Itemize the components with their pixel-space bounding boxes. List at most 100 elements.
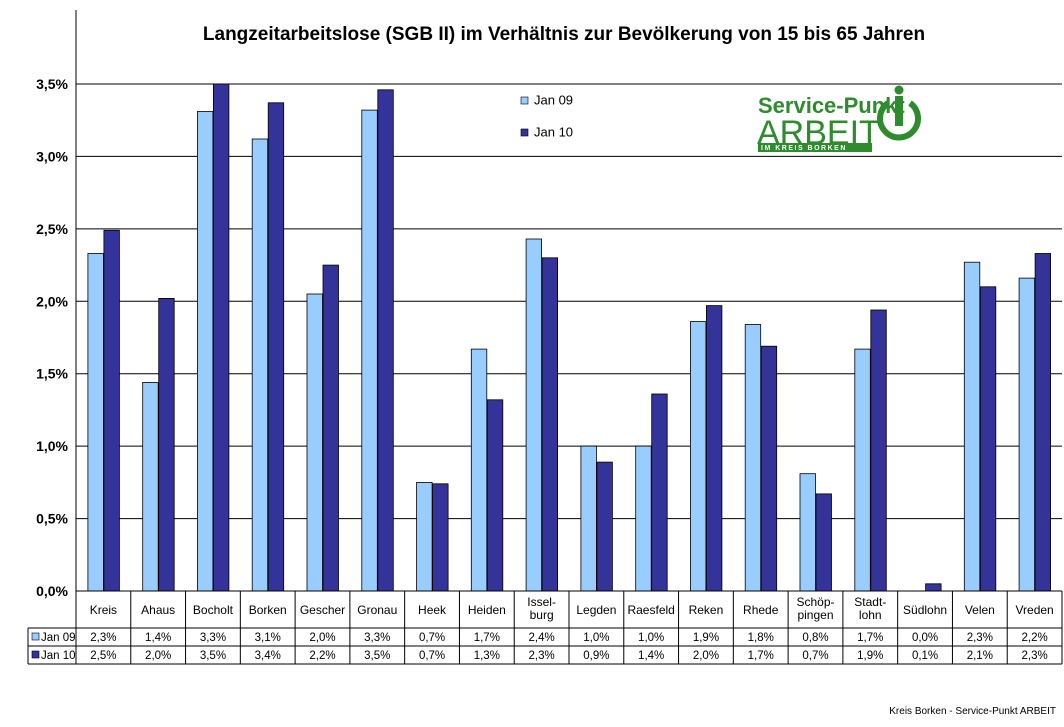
bar-jan-09 bbox=[635, 445, 652, 592]
logo-banner bbox=[758, 143, 872, 152]
chart-title: Langzeitarbeitslose (SGB II) im Verhältn… bbox=[203, 24, 925, 45]
y-tick-label: 1,5% bbox=[36, 366, 68, 382]
bar-jan-09 bbox=[142, 381, 159, 592]
service-punkt-logo: Service-Punkt ARBEIT IM KREIS BORKEN bbox=[757, 85, 921, 152]
bar-jan-09 bbox=[525, 238, 542, 592]
legend-label: Jan 09 bbox=[534, 93, 573, 108]
legend-key bbox=[520, 128, 529, 137]
y-tick-label: 0,5% bbox=[36, 511, 68, 527]
power-icon bbox=[877, 85, 921, 141]
data-label: 1,4% bbox=[638, 650, 664, 662]
data-label: 2,2% bbox=[309, 650, 335, 662]
bar-jan-10 bbox=[267, 102, 285, 592]
data-label: 0,1% bbox=[912, 650, 938, 662]
x-tick-label: Stadt-lohn bbox=[854, 595, 886, 622]
bar-jan-09 bbox=[470, 348, 488, 592]
bar-jan-10 bbox=[322, 264, 339, 592]
data-label: 0,7% bbox=[802, 650, 828, 662]
data-label: 0,0% bbox=[912, 632, 938, 644]
x-tick-label: Kreis bbox=[90, 603, 117, 617]
data-label: 2,5% bbox=[90, 650, 116, 662]
bar-jan-09 bbox=[251, 138, 269, 592]
data-label: 2,4% bbox=[529, 632, 555, 644]
data-label: 1,0% bbox=[638, 632, 664, 644]
bar-jan-09 bbox=[580, 445, 597, 592]
bar-jan-10 bbox=[541, 257, 558, 592]
y-tick-label: 3,5% bbox=[36, 76, 68, 92]
x-tick-label: Südlohn bbox=[903, 603, 947, 617]
bar-jan-10 bbox=[1034, 253, 1051, 592]
data-label: 2,0% bbox=[145, 650, 171, 662]
y-tick-label: 2,0% bbox=[36, 293, 68, 309]
bar-jan-09 bbox=[87, 253, 104, 592]
bar-jan-09 bbox=[744, 324, 762, 592]
bar-jan-09 bbox=[854, 348, 871, 592]
table-legend-key bbox=[31, 650, 40, 659]
x-tick-label: Borken bbox=[249, 603, 287, 617]
bar-jan-09 bbox=[799, 473, 816, 592]
data-label: 3,3% bbox=[200, 632, 226, 644]
x-tick-label: Heiden bbox=[468, 603, 506, 617]
data-label: 2,0% bbox=[693, 650, 719, 662]
data-label: 1,3% bbox=[474, 650, 500, 662]
footer-text: Kreis Borken - Service-Punkt ARBEIT bbox=[889, 706, 1056, 717]
data-label: 1,9% bbox=[693, 632, 719, 644]
x-tick-label: Gescher bbox=[300, 603, 345, 617]
bar-jan-09 bbox=[306, 293, 323, 592]
x-tick-label: Issel-burg bbox=[527, 595, 556, 622]
bar-jan-09 bbox=[196, 111, 214, 592]
legend-label: Jan 10 bbox=[534, 125, 573, 140]
data-label: 2,3% bbox=[90, 632, 116, 644]
bar-jan-10 bbox=[432, 483, 449, 592]
y-tick-label: 1,0% bbox=[36, 438, 68, 454]
data-label: 3,5% bbox=[364, 650, 390, 662]
legend-key bbox=[520, 96, 529, 105]
data-label: 3,4% bbox=[255, 650, 281, 662]
bar-jan-10 bbox=[706, 305, 723, 592]
bar-jan-09 bbox=[1018, 277, 1035, 592]
data-label: 0,8% bbox=[802, 632, 828, 644]
data-label: 1,4% bbox=[145, 632, 171, 644]
data-label: 3,1% bbox=[255, 632, 281, 644]
data-label: 2,3% bbox=[1022, 650, 1048, 662]
x-tick-label: Heek bbox=[418, 603, 447, 617]
bars bbox=[87, 83, 1051, 592]
bar-jan-09 bbox=[361, 109, 378, 592]
table-legend-key bbox=[31, 632, 40, 641]
data-label: 2,3% bbox=[529, 650, 555, 662]
x-tick-label: Reken bbox=[689, 603, 724, 617]
bar-jan-10 bbox=[651, 393, 668, 592]
data-label: 2,1% bbox=[967, 650, 993, 662]
y-tick-label: 2,5% bbox=[36, 221, 68, 237]
bar-jan-10 bbox=[158, 297, 175, 592]
x-tick-label: Bocholt bbox=[193, 603, 234, 617]
x-tick-label: Rhede bbox=[743, 603, 779, 617]
x-tick-label: Gronau bbox=[357, 603, 397, 617]
bar-jan-09 bbox=[963, 261, 981, 592]
data-label: 1,9% bbox=[857, 650, 883, 662]
logo-line3: IM KREIS BORKEN bbox=[761, 145, 847, 152]
data-label: 1,0% bbox=[583, 632, 609, 644]
data-label: 1,7% bbox=[748, 650, 774, 662]
data-label: 2,2% bbox=[1022, 632, 1048, 644]
data-label: 0,7% bbox=[419, 632, 445, 644]
data-label: 1,7% bbox=[474, 632, 500, 644]
bar-jan-10 bbox=[377, 89, 394, 592]
bar-jan-10 bbox=[212, 83, 230, 592]
data-label: 3,5% bbox=[200, 650, 226, 662]
x-tick-label: Schöp-pingen bbox=[796, 595, 834, 622]
data-label: 1,8% bbox=[748, 632, 774, 644]
data-table: Kreis Ahaus Bocholt Borken Gescher Gronau Heek… bbox=[27, 590, 1063, 665]
data-label: 1,7% bbox=[857, 632, 883, 644]
x-tick-label: Ahaus bbox=[141, 603, 175, 617]
x-tick-label: Velen bbox=[965, 603, 995, 617]
legend: Jan 09 Jan 10 bbox=[520, 93, 573, 140]
data-label: 2,0% bbox=[309, 632, 335, 644]
bar-jan-10 bbox=[760, 345, 778, 592]
bar-jan-10 bbox=[815, 493, 832, 592]
data-label: 2,3% bbox=[967, 632, 993, 644]
bar-jan-10 bbox=[103, 229, 120, 592]
y-tick-label: 0,0% bbox=[36, 583, 68, 599]
